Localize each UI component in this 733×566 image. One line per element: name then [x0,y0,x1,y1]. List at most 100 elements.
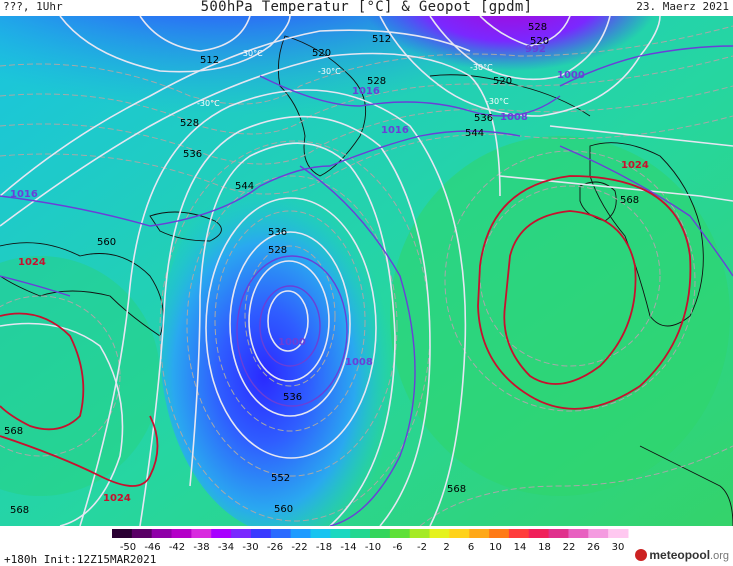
colorbar-swatch [508,529,530,538]
pressure-label: 1008 [345,357,373,368]
colorbar-swatch [389,529,411,538]
geopot-label: 528 [180,118,199,129]
geopot-label: 536 [474,113,493,124]
colorbar-tick-label: 30 [612,542,625,553]
brand-dot-icon [635,549,648,561]
temperature-label: -30°C [486,97,509,106]
colorbar-tick-label: 26 [587,542,600,553]
colorbar-tick-label: -26 [267,542,283,553]
colorbar-swatch [211,529,232,538]
colorbar-swatch [608,529,629,538]
colorbar-tick-label: 2 [443,542,449,553]
colorbar-tick-label: 6 [468,542,474,553]
geopot-label: 528 [367,76,386,87]
geopot-label: 536 [268,227,287,238]
geopot-label: 536 [183,149,202,160]
geopot-label: 528 [528,22,547,33]
run-time-label: ???, 1Uhr [3,0,63,13]
colorbar-swatch [250,529,272,538]
colorbar-swatch [191,529,212,538]
forecast-map: 512 520 528 536 544 520 528 536 544 512 … [0,16,733,526]
colorbar-swatch [489,529,510,538]
colorbar-tick-label: -42 [169,542,185,553]
geopot-label: 512 [200,55,219,66]
temperature-label: -30°C [240,49,263,58]
colorbar-tick-label: -10 [365,542,381,553]
colorbar-tick-label: 22 [563,542,576,553]
brand-logo[interactable]: meteopool.org [635,548,729,562]
colorbar-tick-label: -46 [144,542,160,553]
colorbar-tick-label: -38 [193,542,209,553]
pressure-labels: 1016 1016 1008 1000 992 1016 1000 1008 1… [10,44,649,504]
pressure-label: 1000 [557,70,585,81]
colorbar-swatch [310,529,331,538]
colorbar-swatch [330,529,351,538]
colorbar-swatches [112,529,629,538]
europe-outline [589,142,704,327]
colorbar-tick-label: 10 [489,542,502,553]
geopot-label: 560 [274,504,293,515]
pressure-label: 1024 [18,257,46,268]
init-time-label: +180h Init:12Z15MAR2021 [4,553,157,566]
colorbar-swatch [151,529,173,538]
colorbar-tick-label: -50 [120,542,136,553]
pressure-label: 992 [525,44,546,55]
colorbar-swatch [370,529,391,538]
brand-suffix: .org [710,550,729,562]
geopot-label: 512 [372,34,391,45]
pressure-label: 1016 [352,86,380,97]
geopot-label: 560 [97,237,116,248]
page-title: 500hPa Temperatur [°C] & Geopot [gpdm] [200,0,533,15]
geopot-label: 552 [271,473,290,484]
colorbar-swatch [528,529,550,538]
colorbar-swatch [469,529,490,538]
temperature-label: -30°C [470,63,493,72]
colorbar-swatch [270,529,292,538]
colorbar-swatch [290,529,311,538]
geopot-label: 544 [465,128,484,139]
colorbar-tick-label: -2 [417,542,427,553]
colorbar-swatch [568,529,589,538]
pressure-label: 1024 [621,160,649,171]
colorbar-tick-label: -22 [291,542,307,553]
geopot-label: 520 [312,48,331,59]
geopot-label: 528 [268,245,287,256]
pressure-label: 1008 [500,112,528,123]
colorbar-swatch [112,529,133,538]
colorbar-swatch [548,529,569,538]
colorbar-tick-label: -30 [242,542,258,553]
header-bar: ???, 1Uhr 500hPa Temperatur [°C] & Geopo… [0,0,733,16]
high-pressure-isobars [0,175,692,487]
colorbar-swatch [350,529,371,538]
warm-ridge-region [390,136,730,496]
colorbar-swatch [429,529,450,538]
temperature-label: -30°C [318,67,341,76]
colorbar-swatch [588,529,609,538]
colorbar-tick-label: 18 [538,542,551,553]
footer-bar: -50 -46 -42 -38 -34 -30 -26 -22 -18 -14 -10 -6 -2 2 6 1… [0,526,733,566]
geopot-label: 568 [4,426,23,437]
temperature-colorbar: -50 -46 -42 -38 -34 -30 -26 -22 -18 -14 -10 -6 -2 2 6 1… [112,529,629,553]
colorbar-tick-label: -6 [393,542,403,553]
valid-date-label: 23. Maerz 2021 [636,0,729,13]
pressure-label: 1024 [103,493,131,504]
geopot-label: 568 [620,195,639,206]
british-isles-outline [579,181,617,222]
brand-name: meteopool [649,548,711,562]
pressure-label: 1016 [381,125,409,136]
geopotential-contours [0,16,733,526]
cold-core-north [360,16,660,101]
geopot-label: 520 [530,36,549,47]
colorbar-swatch [409,529,431,538]
geopot-label: 520 [493,76,512,87]
geopot-label: 536 [283,392,302,403]
pressure-label: 1016 [10,189,38,200]
colorbar-swatch [231,529,252,538]
cold-low-region [160,156,420,526]
pressure-label: 1000 [278,337,306,348]
colorbar-swatch [131,529,153,538]
geopot-labels: 512 520 528 536 544 520 528 536 544 512 … [4,22,639,516]
colorbar-ticks: -50 -46 -42 -38 -34 -30 -26 -22 -18 -14 -10 -6 -2 2 6 1… [120,542,625,553]
africa-coast [639,445,733,526]
colorbar-tick-label: -18 [316,542,332,553]
